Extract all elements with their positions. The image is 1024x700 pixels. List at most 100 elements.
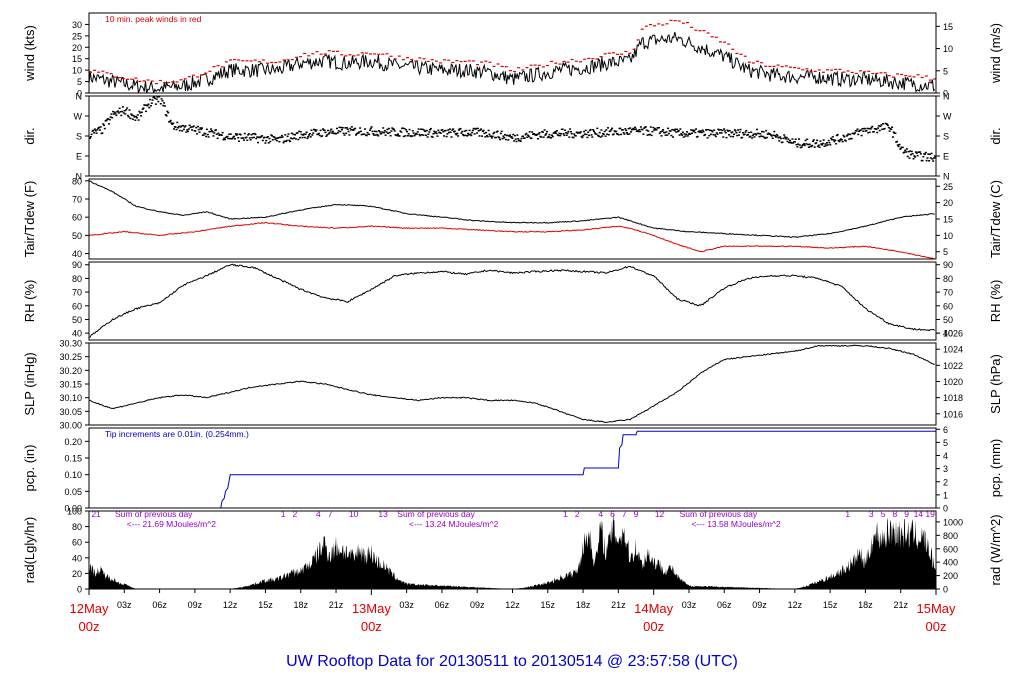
direction-point bbox=[140, 111, 143, 113]
peak-wind-mark bbox=[159, 79, 162, 82]
direction-point bbox=[723, 130, 726, 132]
peak-wind-mark bbox=[410, 58, 414, 61]
direction-point bbox=[660, 135, 663, 137]
peak-wind-mark bbox=[241, 60, 245, 62]
direction-point bbox=[531, 131, 534, 133]
direction-point bbox=[249, 139, 252, 141]
peak-wind-mark bbox=[904, 75, 908, 77]
direction-point bbox=[112, 113, 115, 115]
direction-point bbox=[530, 137, 533, 140]
direction-point bbox=[773, 130, 776, 133]
peak-wind-mark bbox=[315, 51, 319, 53]
direction-point bbox=[115, 114, 118, 117]
direction-point bbox=[784, 138, 787, 140]
right-tick-label: 90 bbox=[943, 260, 953, 270]
direction-point bbox=[803, 143, 805, 145]
direction-point bbox=[195, 126, 198, 129]
right-axis-label-wind: wind (m/s) bbox=[988, 23, 1003, 84]
right-tick-label: 20 bbox=[943, 198, 953, 208]
direction-point bbox=[867, 132, 870, 134]
direction-point bbox=[805, 143, 808, 145]
day-label: 12May bbox=[69, 601, 109, 616]
direction-point bbox=[671, 128, 674, 131]
direction-point bbox=[266, 136, 269, 138]
direction-point bbox=[728, 129, 731, 132]
direction-point bbox=[89, 136, 92, 138]
plot-area-dir bbox=[89, 96, 936, 162]
direction-point bbox=[922, 155, 925, 158]
direction-point bbox=[704, 133, 707, 136]
direction-point bbox=[720, 132, 723, 134]
peak-wind-mark bbox=[286, 59, 290, 61]
direction-point bbox=[691, 132, 693, 134]
direction-point bbox=[359, 130, 362, 133]
direction-point bbox=[403, 127, 406, 130]
direction-point bbox=[702, 131, 705, 133]
direction-point bbox=[439, 132, 442, 134]
direction-point bbox=[721, 129, 724, 132]
direction-point bbox=[582, 134, 585, 137]
direction-point bbox=[331, 130, 334, 133]
direction-point bbox=[370, 126, 373, 128]
direction-point bbox=[709, 133, 712, 136]
direction-point bbox=[692, 130, 695, 133]
direction-point bbox=[846, 134, 849, 136]
direction-point bbox=[637, 130, 640, 133]
peak-wind-mark bbox=[562, 60, 566, 62]
direction-point bbox=[537, 138, 539, 140]
direction-point bbox=[248, 137, 251, 139]
direction-point bbox=[166, 110, 169, 113]
peak-wind-mark bbox=[628, 52, 632, 54]
direction-point bbox=[110, 113, 113, 115]
peak-wind-mark bbox=[393, 58, 397, 60]
direction-point bbox=[766, 133, 769, 135]
direction-point bbox=[757, 132, 760, 135]
direction-point bbox=[876, 131, 879, 134]
left-tick-label: 30.00 bbox=[59, 421, 82, 431]
direction-point bbox=[419, 134, 422, 137]
direction-point bbox=[130, 113, 133, 115]
direction-point bbox=[933, 155, 936, 157]
direction-point bbox=[835, 134, 838, 137]
direction-point bbox=[411, 135, 413, 137]
plot-area-rh bbox=[89, 263, 936, 338]
direction-point bbox=[751, 137, 754, 139]
direction-point bbox=[210, 128, 213, 130]
direction-point bbox=[675, 131, 678, 133]
peak-wind-mark bbox=[488, 61, 492, 63]
direction-point bbox=[731, 131, 734, 133]
direction-point bbox=[275, 139, 278, 142]
direction-point bbox=[441, 129, 444, 131]
direction-point bbox=[775, 136, 777, 138]
left-tick-label: E bbox=[76, 152, 82, 162]
right-tick-label: N bbox=[943, 172, 950, 182]
left-tick-label: 60 bbox=[72, 538, 82, 548]
direction-point bbox=[903, 151, 906, 153]
direction-point bbox=[555, 130, 558, 132]
direction-point bbox=[114, 112, 117, 115]
direction-point bbox=[445, 135, 448, 138]
direction-point bbox=[120, 114, 123, 117]
direction-point bbox=[901, 146, 904, 149]
direction-point bbox=[311, 134, 314, 136]
direction-point bbox=[784, 136, 786, 138]
peak-wind-mark bbox=[406, 57, 409, 59]
peak-wind-mark bbox=[97, 71, 101, 73]
direction-point bbox=[567, 130, 570, 133]
direction-point bbox=[904, 149, 907, 152]
direction-point bbox=[816, 139, 819, 142]
direction-point bbox=[910, 153, 912, 156]
direction-point bbox=[602, 133, 605, 136]
direction-point bbox=[842, 134, 845, 137]
direction-point bbox=[196, 133, 199, 135]
direction-point bbox=[548, 133, 551, 136]
direction-point bbox=[432, 133, 435, 135]
hour-label: 2 bbox=[293, 509, 298, 519]
direction-point bbox=[200, 128, 203, 131]
direction-point bbox=[689, 133, 692, 135]
direction-point bbox=[771, 137, 774, 139]
direction-point bbox=[368, 133, 371, 136]
direction-point bbox=[383, 130, 386, 132]
direction-point bbox=[599, 136, 602, 138]
